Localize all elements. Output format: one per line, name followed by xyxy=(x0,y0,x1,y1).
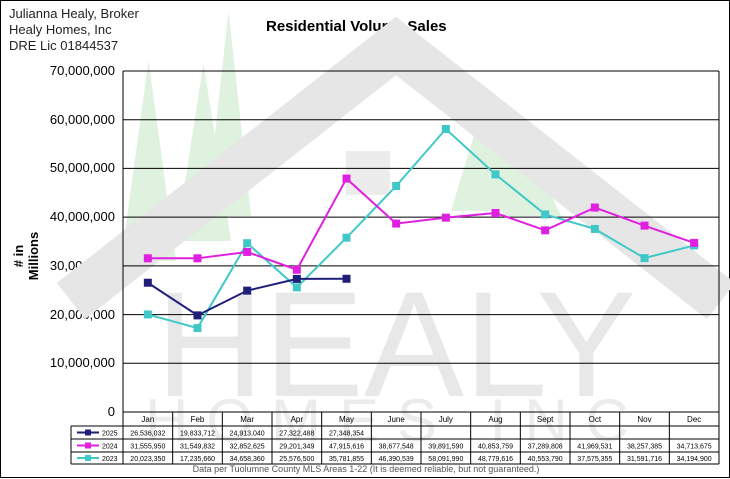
roof-shape xyxy=(56,16,730,320)
table-cell-value: 48,779,616 xyxy=(478,456,513,463)
table-cell-value: 32,852,625 xyxy=(230,444,265,451)
data-point-2023 xyxy=(342,233,351,242)
y-tick-label: 60,000,000 xyxy=(49,111,115,127)
watermark-text-healy: HEALY xyxy=(156,260,637,428)
data-point-2024 xyxy=(640,221,649,230)
legend-marker-2024 xyxy=(85,442,91,449)
legend-label-2025: 2025 xyxy=(102,431,118,438)
watermark-text-homes: HOMES INC xyxy=(145,387,647,454)
data-point-2025 xyxy=(143,278,152,287)
data-point-2024 xyxy=(392,219,401,228)
data-point-2024 xyxy=(143,254,152,263)
series-line-2023 xyxy=(147,127,695,330)
x-tick-label: Dec xyxy=(687,415,701,424)
table-cell-value: 34,713,675 xyxy=(677,444,712,451)
y-tick-label: 40,000,000 xyxy=(49,209,115,225)
data-point-2024 xyxy=(193,254,202,263)
x-tick-label: Jan xyxy=(141,415,154,424)
data-point-2023 xyxy=(640,254,649,263)
table-cell-value: 20,023,350 xyxy=(130,456,165,463)
company-name: Healy Homes, Inc xyxy=(9,22,112,37)
data-point-2023 xyxy=(292,283,301,292)
table-cell-value: 34,194,900 xyxy=(677,456,712,463)
y-tick-label: 0 xyxy=(107,404,115,419)
table-cell-value: 39,891,590 xyxy=(428,444,463,451)
series-line-2024 xyxy=(147,176,695,271)
x-tick-label: July xyxy=(439,415,453,424)
table-cell-value: 25,576,500 xyxy=(279,456,314,463)
data-point-2024 xyxy=(292,265,301,274)
table-cell-value: 40,553,790 xyxy=(528,456,563,463)
data-point-2025 xyxy=(243,286,252,295)
license-number: DRE Lic 01844537 xyxy=(9,38,119,53)
data-point-2024 xyxy=(491,208,500,217)
data-point-2024 xyxy=(243,247,252,256)
data-point-2023 xyxy=(143,310,152,319)
data-point-2023 xyxy=(441,125,450,134)
data-point-2024 xyxy=(690,238,699,247)
table-cell-value: 31,555,950 xyxy=(130,444,165,451)
x-tick-label: Feb xyxy=(191,415,205,424)
legend-marker-2025 xyxy=(85,429,91,436)
data-point-2023 xyxy=(491,170,500,179)
data-point-2024 xyxy=(342,174,351,183)
data-point-2025 xyxy=(342,274,351,283)
table-cell-value: 27,348,354 xyxy=(329,431,364,438)
data-point-2023 xyxy=(193,324,202,333)
table-cell-value: 37,575,355 xyxy=(577,456,612,463)
tree-icon xyxy=(501,151,561,216)
table-cell-value: 38,257,385 xyxy=(627,444,662,451)
table-cell-value: 38,677,548 xyxy=(379,444,414,451)
table-cell-value: 34,658,360 xyxy=(230,456,265,463)
y-tick-label: 70,000,000 xyxy=(49,63,115,78)
x-tick-label: Nov xyxy=(637,415,651,424)
table-cell-value: 31,591,716 xyxy=(627,456,662,463)
data-point-2023 xyxy=(590,224,599,233)
x-tick-label: Apr xyxy=(291,415,304,424)
table-cell-value: 41,969,531 xyxy=(577,444,612,451)
legend-label-2024: 2024 xyxy=(102,444,118,451)
table-cell-value: 47,915,616 xyxy=(329,444,364,451)
window-shape xyxy=(346,151,390,195)
table-cell-value: 37,289,808 xyxy=(528,444,563,451)
footnote: Data per Tuolumne County MLS Areas 1-22 … xyxy=(192,464,540,474)
data-point-2025 xyxy=(193,311,202,320)
table-cell-value: 19,833,712 xyxy=(180,431,215,438)
legend-marker-2023 xyxy=(85,455,91,461)
x-tick-label: May xyxy=(339,415,354,424)
data-point-2024 xyxy=(441,213,450,222)
table-cell-value: 40,853,759 xyxy=(478,444,513,451)
series-lines xyxy=(143,125,699,333)
x-tick-label: Mar xyxy=(240,415,254,424)
legend-label-2023: 2023 xyxy=(102,456,118,463)
table-cell-value: 17,235,660 xyxy=(180,456,215,463)
table-cell-value: 27,322,488 xyxy=(279,431,314,438)
data-point-2025 xyxy=(292,274,301,283)
x-tick-label: Sept xyxy=(537,415,554,424)
data-table: Jan Feb Mar Apr May June July Aug Sept Oct Nov Dec 2… xyxy=(70,412,720,465)
data-point-2023 xyxy=(392,182,401,191)
data-point-2023 xyxy=(541,210,550,219)
x-tick-label: Aug xyxy=(488,415,502,424)
table-cell-value: 46,390,539 xyxy=(379,456,414,463)
y-tick-label: 10,000,000 xyxy=(49,355,115,371)
data-point-2024 xyxy=(541,226,550,235)
table-cell-value: 29,201,349 xyxy=(279,444,314,451)
table-cell-value: 58,091,990 xyxy=(428,456,463,463)
x-tick-label: Oct xyxy=(589,415,602,424)
data-point-2024 xyxy=(590,203,599,212)
x-tick-label: June xyxy=(387,415,405,424)
table-cell-value: 26,536,032 xyxy=(130,431,165,438)
table-cell-value: 35,781,855 xyxy=(329,456,364,463)
data-point-2023 xyxy=(243,239,252,248)
table-cell-value: 24,913,040 xyxy=(230,431,265,438)
y-tick-label: 50,000,000 xyxy=(49,160,115,176)
table-cell-value: 31,549,832 xyxy=(180,444,215,451)
broker-name: Julianna Healy, Broker xyxy=(9,6,139,21)
